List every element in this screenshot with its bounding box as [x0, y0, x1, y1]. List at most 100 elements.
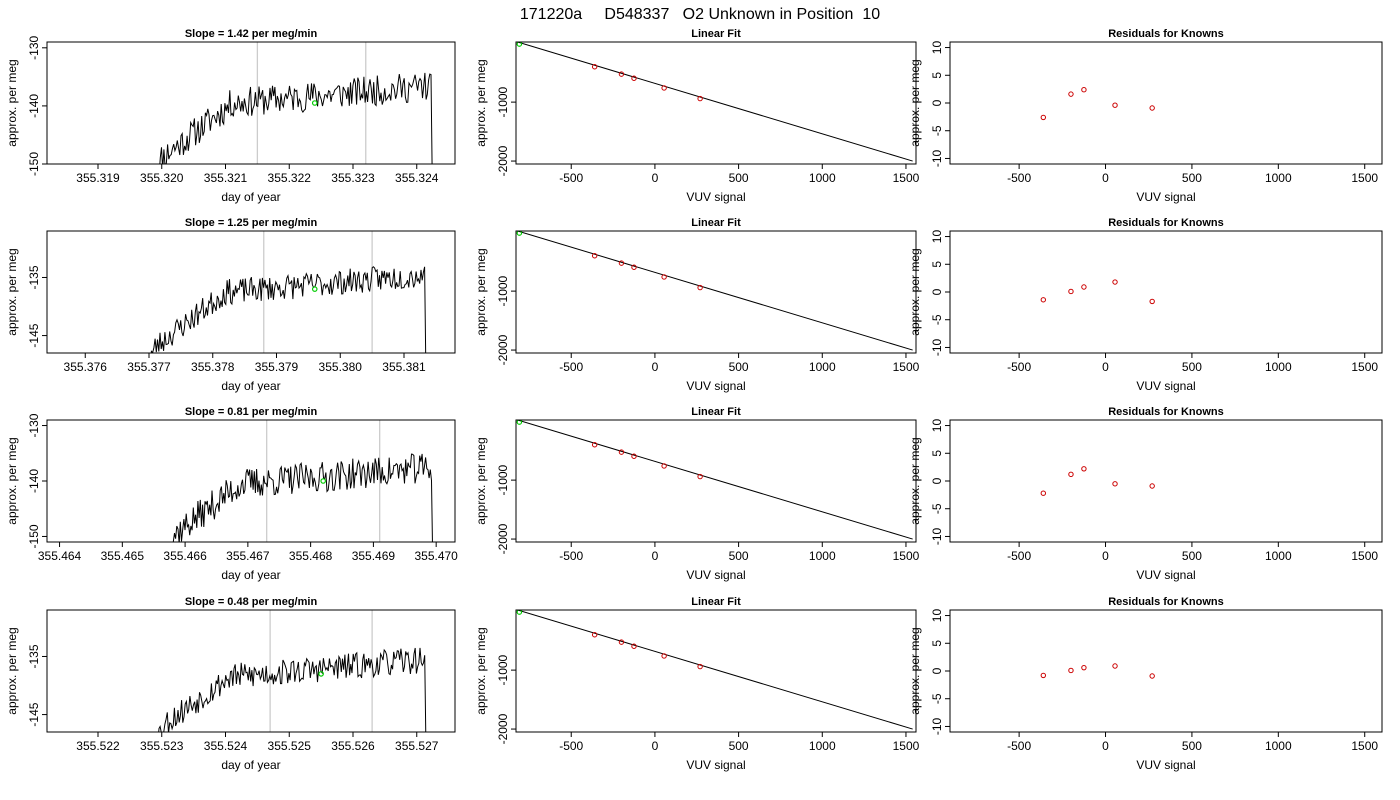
known-point — [661, 274, 667, 280]
y-tick-label: -140 — [27, 94, 41, 118]
x-tick-label: 355.323 — [331, 171, 375, 185]
y-tick-label: 5 — [930, 450, 944, 457]
known-point — [1040, 672, 1047, 679]
y-axis-label: approx. per meg — [908, 59, 922, 146]
y-tick-label: 5 — [930, 640, 944, 647]
unknown-point — [516, 420, 523, 425]
y-tick-label: 10 — [930, 41, 944, 55]
y-tick-label: -10 — [930, 717, 944, 735]
x-tick-label: 0 — [1102, 739, 1109, 753]
figure-title: 171220a D548337 O2 Unknown in Position 1… — [520, 6, 880, 23]
known-point — [1068, 91, 1074, 97]
x-tick-label: 1000 — [809, 549, 836, 563]
panel-title: Linear Fit — [691, 217, 741, 229]
x-tick-label: 355.524 — [204, 739, 248, 753]
panel-r1-c1: Slope = 1.42 per meg/min day of year appro… — [5, 28, 456, 204]
x-tick-label: 355.319 — [76, 171, 120, 185]
known-point — [697, 95, 703, 102]
known-point — [618, 71, 625, 77]
y-tick-label: 5 — [930, 261, 944, 268]
y-axis-label: approx. per meg — [474, 627, 488, 714]
panel-r3-c1: Slope = 0.81 per meg/min day of year appro… — [5, 406, 458, 582]
plot-area — [516, 610, 913, 730]
x-tick-label: 500 — [729, 549, 749, 563]
plot-area — [150, 231, 427, 353]
x-tick-label: 355.322 — [268, 171, 312, 185]
panel-title: Slope = 1.42 per meg/min — [185, 28, 318, 40]
panel-r2-c1: Slope = 1.25 per meg/min day of year appro… — [5, 217, 456, 393]
x-tick-label: -500 — [1007, 360, 1031, 374]
known-point — [1081, 466, 1087, 472]
y-tick-label: -135 — [27, 644, 41, 668]
y-axis-label: approx. per meg — [474, 248, 488, 335]
y-tick-label: -10 — [930, 338, 944, 356]
x-tick-label: 355.523 — [140, 739, 184, 753]
known-point — [618, 449, 625, 455]
y-tick-label: -145 — [27, 702, 41, 726]
y-tick-label: -150 — [27, 524, 41, 548]
plot-area — [1040, 663, 1155, 679]
known-point — [661, 463, 667, 469]
x-tick-label: 355.377 — [127, 360, 171, 374]
y-axis-label: approx. per meg — [5, 248, 19, 335]
unknown-point — [516, 231, 523, 236]
plot-area — [158, 610, 427, 732]
x-tick-label: -500 — [559, 171, 583, 185]
plot-frame — [949, 609, 1383, 733]
y-tick-label: 10 — [930, 230, 944, 244]
y-tick-label: 0 — [930, 99, 944, 106]
x-tick-label: 355.376 — [64, 360, 108, 374]
y-tick-label: -2000 — [496, 145, 510, 176]
y-tick-label: 5 — [930, 72, 944, 79]
known-point — [591, 442, 598, 448]
plot-frame — [46, 41, 456, 165]
plot-frame — [949, 41, 1383, 165]
panels-grid: Slope = 1.42 per meg/min day of year appro… — [5, 28, 1383, 772]
plot-frame — [515, 41, 917, 165]
x-tick-label: 1000 — [1265, 171, 1292, 185]
known-point — [1081, 86, 1087, 93]
x-tick-label: 355.380 — [319, 360, 363, 374]
y-tick-label: -150 — [27, 152, 41, 176]
panel-r1-c2: Linear Fit VUV signal approx. per meg -500 0… — [474, 28, 920, 204]
x-tick-label: 0 — [1102, 171, 1109, 185]
y-tick-label: -2000 — [496, 713, 510, 744]
panel-title: Linear Fit — [691, 28, 741, 40]
known-point — [1149, 673, 1155, 679]
x-tick-label: 355.378 — [191, 360, 235, 374]
signal-trace — [158, 647, 427, 732]
x-axis-label: day of year — [221, 190, 280, 204]
panel-title: Slope = 1.25 per meg/min — [185, 217, 318, 229]
panel-r4-c3: Residuals for Knowns VUV signal approx. pe… — [908, 596, 1383, 772]
y-tick-label: 10 — [930, 609, 944, 623]
unknown-point — [516, 42, 523, 47]
y-tick-label: -10 — [930, 527, 944, 545]
plot-area — [159, 42, 433, 164]
known-point — [697, 663, 703, 670]
known-point — [1112, 102, 1118, 108]
x-tick-label: 500 — [1182, 171, 1202, 185]
plot-frame — [46, 609, 456, 733]
y-axis-label: approx. per meg — [5, 627, 19, 714]
panel-title: Slope = 0.48 per meg/min — [185, 596, 318, 608]
plot-frame — [515, 230, 917, 354]
y-tick-label: -1000 — [496, 464, 510, 495]
y-axis-label: approx. per meg — [5, 59, 19, 146]
x-tick-label: -500 — [559, 360, 583, 374]
y-axis-label: approx. per meg — [474, 59, 488, 146]
x-tick-label: -500 — [559, 549, 583, 563]
y-axis-label: approx. per meg — [908, 248, 922, 335]
x-tick-label: -500 — [1007, 739, 1031, 753]
known-point — [1068, 471, 1074, 478]
y-axis-label: approx. per meg — [474, 437, 488, 524]
known-point — [1040, 490, 1047, 496]
x-tick-label: 1500 — [893, 549, 920, 563]
x-tick-label: 1500 — [893, 171, 920, 185]
panel-r2-c2: Linear Fit VUV signal approx. per meg -500 0… — [474, 217, 920, 393]
x-tick-label: 1000 — [809, 360, 836, 374]
plot-frame — [949, 419, 1383, 543]
x-tick-label: 1000 — [1265, 739, 1292, 753]
x-tick-label: 355.321 — [204, 171, 248, 185]
x-tick-label: 355.320 — [140, 171, 184, 185]
x-tick-label: 500 — [1182, 549, 1202, 563]
